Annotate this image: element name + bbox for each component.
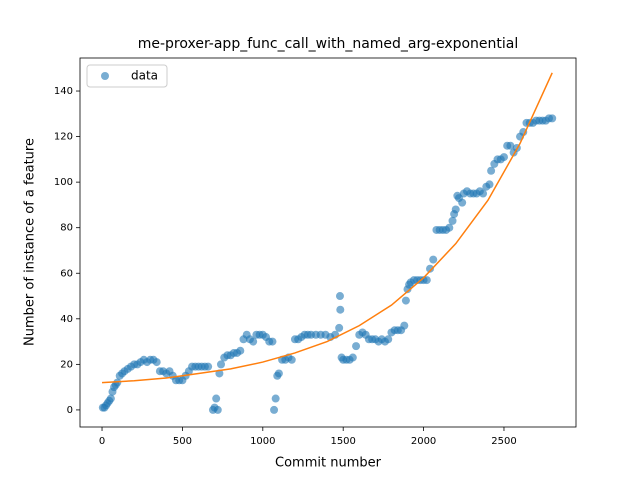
data-point (445, 223, 454, 232)
data-point (485, 180, 494, 189)
y-tick-label: 120 (54, 132, 73, 143)
data-point (217, 360, 226, 369)
data-point (249, 337, 258, 346)
x-tick-label: 2500 (491, 436, 516, 447)
data-point (348, 353, 357, 362)
data-point (352, 342, 361, 351)
data-point (400, 321, 409, 330)
legend-box (86, 64, 168, 88)
x-tick-label: 0 (99, 436, 105, 447)
data-point (429, 255, 438, 264)
x-tick-label: 1500 (330, 436, 355, 447)
data-point (448, 216, 457, 225)
y-tick-label: 140 (54, 86, 73, 97)
legend-marker (101, 72, 109, 80)
y-tick-label: 100 (54, 177, 73, 188)
data-point (458, 198, 467, 207)
x-tick-label: 500 (173, 436, 192, 447)
data-point (422, 276, 431, 285)
data-point (499, 153, 508, 162)
data-point (384, 335, 393, 344)
data-point (274, 369, 283, 378)
y-tick-label: 20 (60, 359, 73, 370)
data-point (335, 323, 344, 332)
data-point (204, 362, 213, 371)
fit-line (101, 72, 553, 384)
data-point (519, 128, 528, 137)
y-tick-label: 0 (67, 405, 73, 416)
data-point (336, 305, 345, 314)
data-point (548, 114, 557, 123)
y-tick-label: 40 (60, 314, 73, 325)
legend-label: data (131, 69, 158, 83)
x-tick-label: 1000 (250, 436, 275, 447)
data-point (426, 264, 435, 273)
data-point (335, 292, 344, 301)
data-point (113, 378, 122, 387)
data-point (106, 394, 115, 403)
y-tick-label: 80 (60, 223, 73, 234)
data-point (401, 296, 410, 305)
x-axis-label: Commit number (275, 456, 382, 471)
data-point (268, 337, 277, 346)
data-point (271, 394, 280, 403)
data-point (287, 355, 296, 364)
data-point (487, 166, 496, 175)
data-point (506, 141, 515, 150)
y-tick-label: 60 (60, 268, 73, 279)
data-point (236, 346, 245, 355)
chart-title: me-proxer-app_func_call_with_named_arg-e… (138, 36, 519, 52)
data-point (213, 405, 222, 414)
data-point (152, 358, 161, 367)
data-point (451, 205, 460, 214)
plot-frame (79, 57, 577, 428)
x-tick-label: 2000 (411, 436, 436, 447)
y-axis-label: Number of instance of a feature (23, 138, 38, 346)
data-point (479, 189, 488, 198)
data-point (212, 394, 221, 403)
data-point (270, 405, 279, 414)
